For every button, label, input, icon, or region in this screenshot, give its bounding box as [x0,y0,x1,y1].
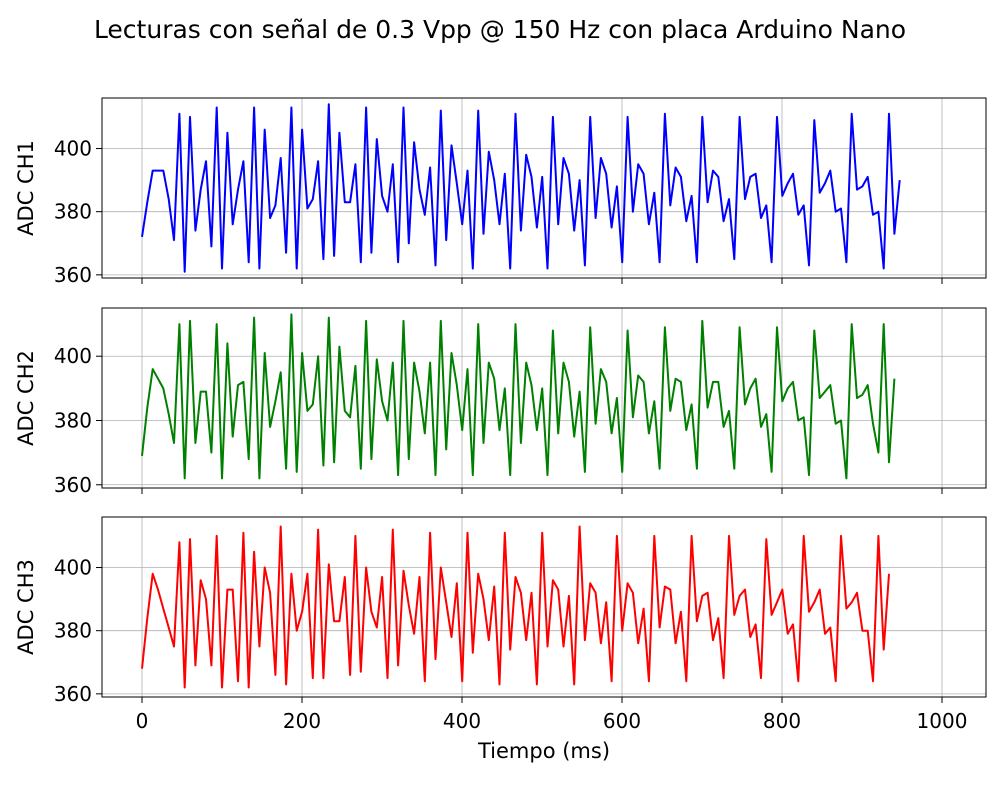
x-axis-label: Tiempo (ms) [477,739,610,763]
y-tick-label: 360 [54,263,92,287]
y-axis-label: ADC CH1 [14,140,38,236]
series-line-1 [141,103,901,273]
y-tick-label: 360 [54,473,92,497]
series-line-2 [141,313,896,480]
x-tick-label: 1000 [917,709,968,733]
y-tick-label: 400 [54,344,92,368]
y-tick-label: 380 [54,409,92,433]
x-tick-label: 200 [283,709,321,733]
x-tick-label: 0 [136,709,149,733]
y-tick-label: 360 [54,682,92,706]
y-tick-label: 380 [54,200,92,224]
series-line-3 [141,525,890,689]
y-tick-label: 400 [54,556,92,580]
y-tick-label: 380 [54,619,92,643]
y-tick-label: 400 [54,137,92,161]
y-axis-label: ADC CH3 [14,559,38,655]
x-tick-label: 600 [603,709,641,733]
x-tick-label: 400 [443,709,481,733]
x-tick-label: 800 [763,709,801,733]
axes-frame [101,307,987,489]
y-axis-label: ADC CH2 [14,350,38,446]
chart-title: Lecturas con señal de 0.3 Vpp @ 150 Hz c… [94,15,906,44]
axes-frame [101,516,987,698]
axes-frame [101,97,987,279]
